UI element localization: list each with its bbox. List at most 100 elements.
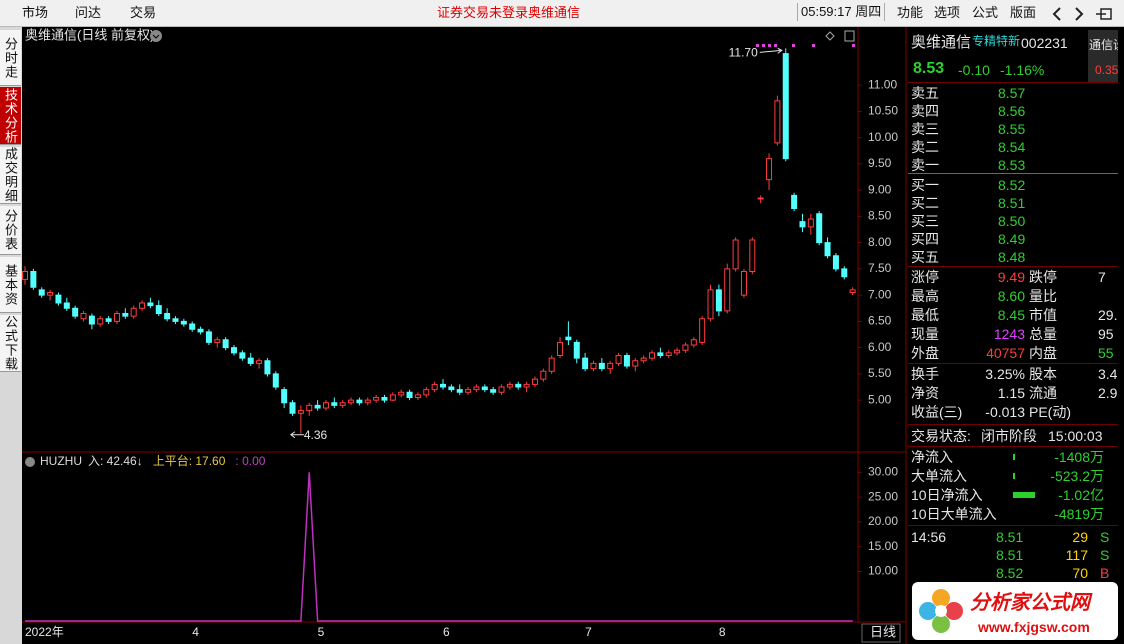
status-time: 15:00:03 [1048, 428, 1103, 444]
menu-item[interactable]: 问达 [75, 5, 102, 20]
flow-value: -4819万 [1054, 506, 1104, 522]
candle-body [448, 386, 455, 391]
tick-volume: 29 [1072, 529, 1088, 545]
sector[interactable]: 通信设 [1089, 38, 1118, 52]
y-tick-label: 25.00 [868, 489, 898, 503]
candle-body [791, 194, 798, 209]
candle-body [615, 355, 622, 364]
bid-label: 买三 [911, 213, 939, 229]
candle-body [398, 391, 405, 396]
candle-body [498, 386, 505, 393]
candle-body [172, 318, 179, 322]
side-tab[interactable]: 成交明细 [0, 147, 21, 204]
side-value: 0.35 [1095, 63, 1118, 77]
bid-label: 买二 [911, 195, 939, 211]
bid-price: 8.50 [998, 213, 1026, 229]
stat-label: 市值 [1029, 307, 1057, 323]
ask-label: 卖三 [911, 121, 939, 137]
side-tab[interactable]: 基本资料 [0, 257, 21, 313]
stat-value: 40757 [986, 345, 1025, 361]
period-tab[interactable] [861, 623, 901, 643]
high-arrow [759, 47, 783, 54]
bid-label: 买一 [911, 177, 939, 193]
price-change-pct: -1.16% [1000, 62, 1045, 78]
candle-body [440, 383, 446, 388]
candle-body [523, 383, 530, 388]
candle-body [306, 404, 313, 412]
menu-item[interactable]: 交易 [130, 5, 157, 20]
legend-entry: 上平台: 17.60 [153, 453, 226, 468]
side-tab[interactable]: 分时走势 [0, 30, 21, 86]
indicator-line [25, 472, 853, 622]
flow-label: 10日净流入 [911, 487, 983, 503]
indicator-dropdown[interactable] [25, 457, 35, 467]
toolbar-item[interactable]: 功能 [897, 5, 924, 20]
x-tick-label: 4 [192, 625, 199, 639]
candle-body [264, 360, 271, 375]
menu-item[interactable]: 市场 [22, 5, 49, 20]
toolbar-item[interactable]: 公式 [972, 5, 999, 20]
bid-price: 8.48 [998, 249, 1026, 265]
window-controls[interactable] [1048, 4, 1124, 24]
clock: 05:59:17 周四 [797, 3, 886, 21]
y-tick-label: 10.00 [868, 564, 898, 578]
flow-label: 10日大单流入 [911, 506, 997, 522]
tick-volume: 70 [1072, 565, 1088, 581]
candle-body [757, 197, 764, 200]
candle-body [197, 328, 204, 333]
x-tick-label: 6 [443, 625, 450, 639]
candle-body [130, 307, 137, 317]
ask-label: 卖一 [911, 157, 939, 173]
candle-body [356, 399, 363, 404]
login-notice[interactable]: 证券交易未登录 [437, 5, 529, 20]
candle-body [657, 352, 664, 356]
stat-label: PE(动) [1029, 404, 1071, 420]
stat-value: 8.60 [997, 288, 1025, 304]
candle-body [548, 357, 555, 372]
stat-label: 量比 [1029, 288, 1057, 304]
stat-value: 95 [1098, 326, 1114, 342]
notice-stock: 奥维通信 [528, 5, 581, 20]
candle-body [682, 344, 689, 351]
candle-body [431, 383, 438, 391]
watermark-url: www.fxjgsw.com [978, 619, 1090, 635]
candle-body [30, 271, 37, 288]
stat-label: 最高 [911, 288, 939, 304]
y-tick-label: 6.50 [868, 314, 892, 328]
ask-label: 卖二 [911, 139, 939, 155]
bid-label: 买五 [911, 249, 939, 265]
candle-body [139, 302, 146, 309]
signal-dots [756, 44, 855, 47]
side-tab[interactable]: 技术分析 [0, 87, 21, 145]
candle-body [80, 313, 87, 320]
dropdown-arrow [152, 34, 160, 39]
chart-icon[interactable] [825, 31, 835, 41]
candle-body [38, 289, 45, 296]
candle-body [272, 373, 279, 388]
last-price: 8.53 [913, 60, 945, 77]
toolbar-item[interactable]: 版面 [1010, 5, 1037, 20]
stat-value: 2.9 [1098, 385, 1118, 401]
side-tab[interactable]: 分价表 [0, 206, 21, 255]
title-dropdown[interactable] [150, 30, 162, 42]
watermark-name: 分析家公式网 [970, 592, 1090, 614]
side-tab[interactable]: 公式下载 [0, 315, 21, 372]
candle-body [506, 383, 513, 388]
toolbar-item[interactable]: 选项 [934, 5, 961, 20]
stat-label: 涨停 [911, 269, 939, 285]
period-label: 日线 [870, 624, 896, 639]
chart-icon[interactable] [844, 30, 855, 42]
candle-body [557, 341, 564, 356]
x-tick-label: 5 [318, 625, 325, 639]
status-label: 交易状态: [911, 428, 971, 444]
candle-body [665, 352, 672, 356]
stat-value: 3.25% [985, 366, 1025, 382]
stat-value: 8.45 [997, 307, 1025, 323]
candle-body [256, 360, 263, 364]
stat-value: 1243 [993, 326, 1025, 342]
candle-body [97, 318, 104, 325]
stat-label: 跌停 [1029, 269, 1057, 285]
stat-value: 29. [1098, 307, 1118, 323]
candle-body [113, 313, 120, 322]
candle-body [565, 336, 572, 341]
